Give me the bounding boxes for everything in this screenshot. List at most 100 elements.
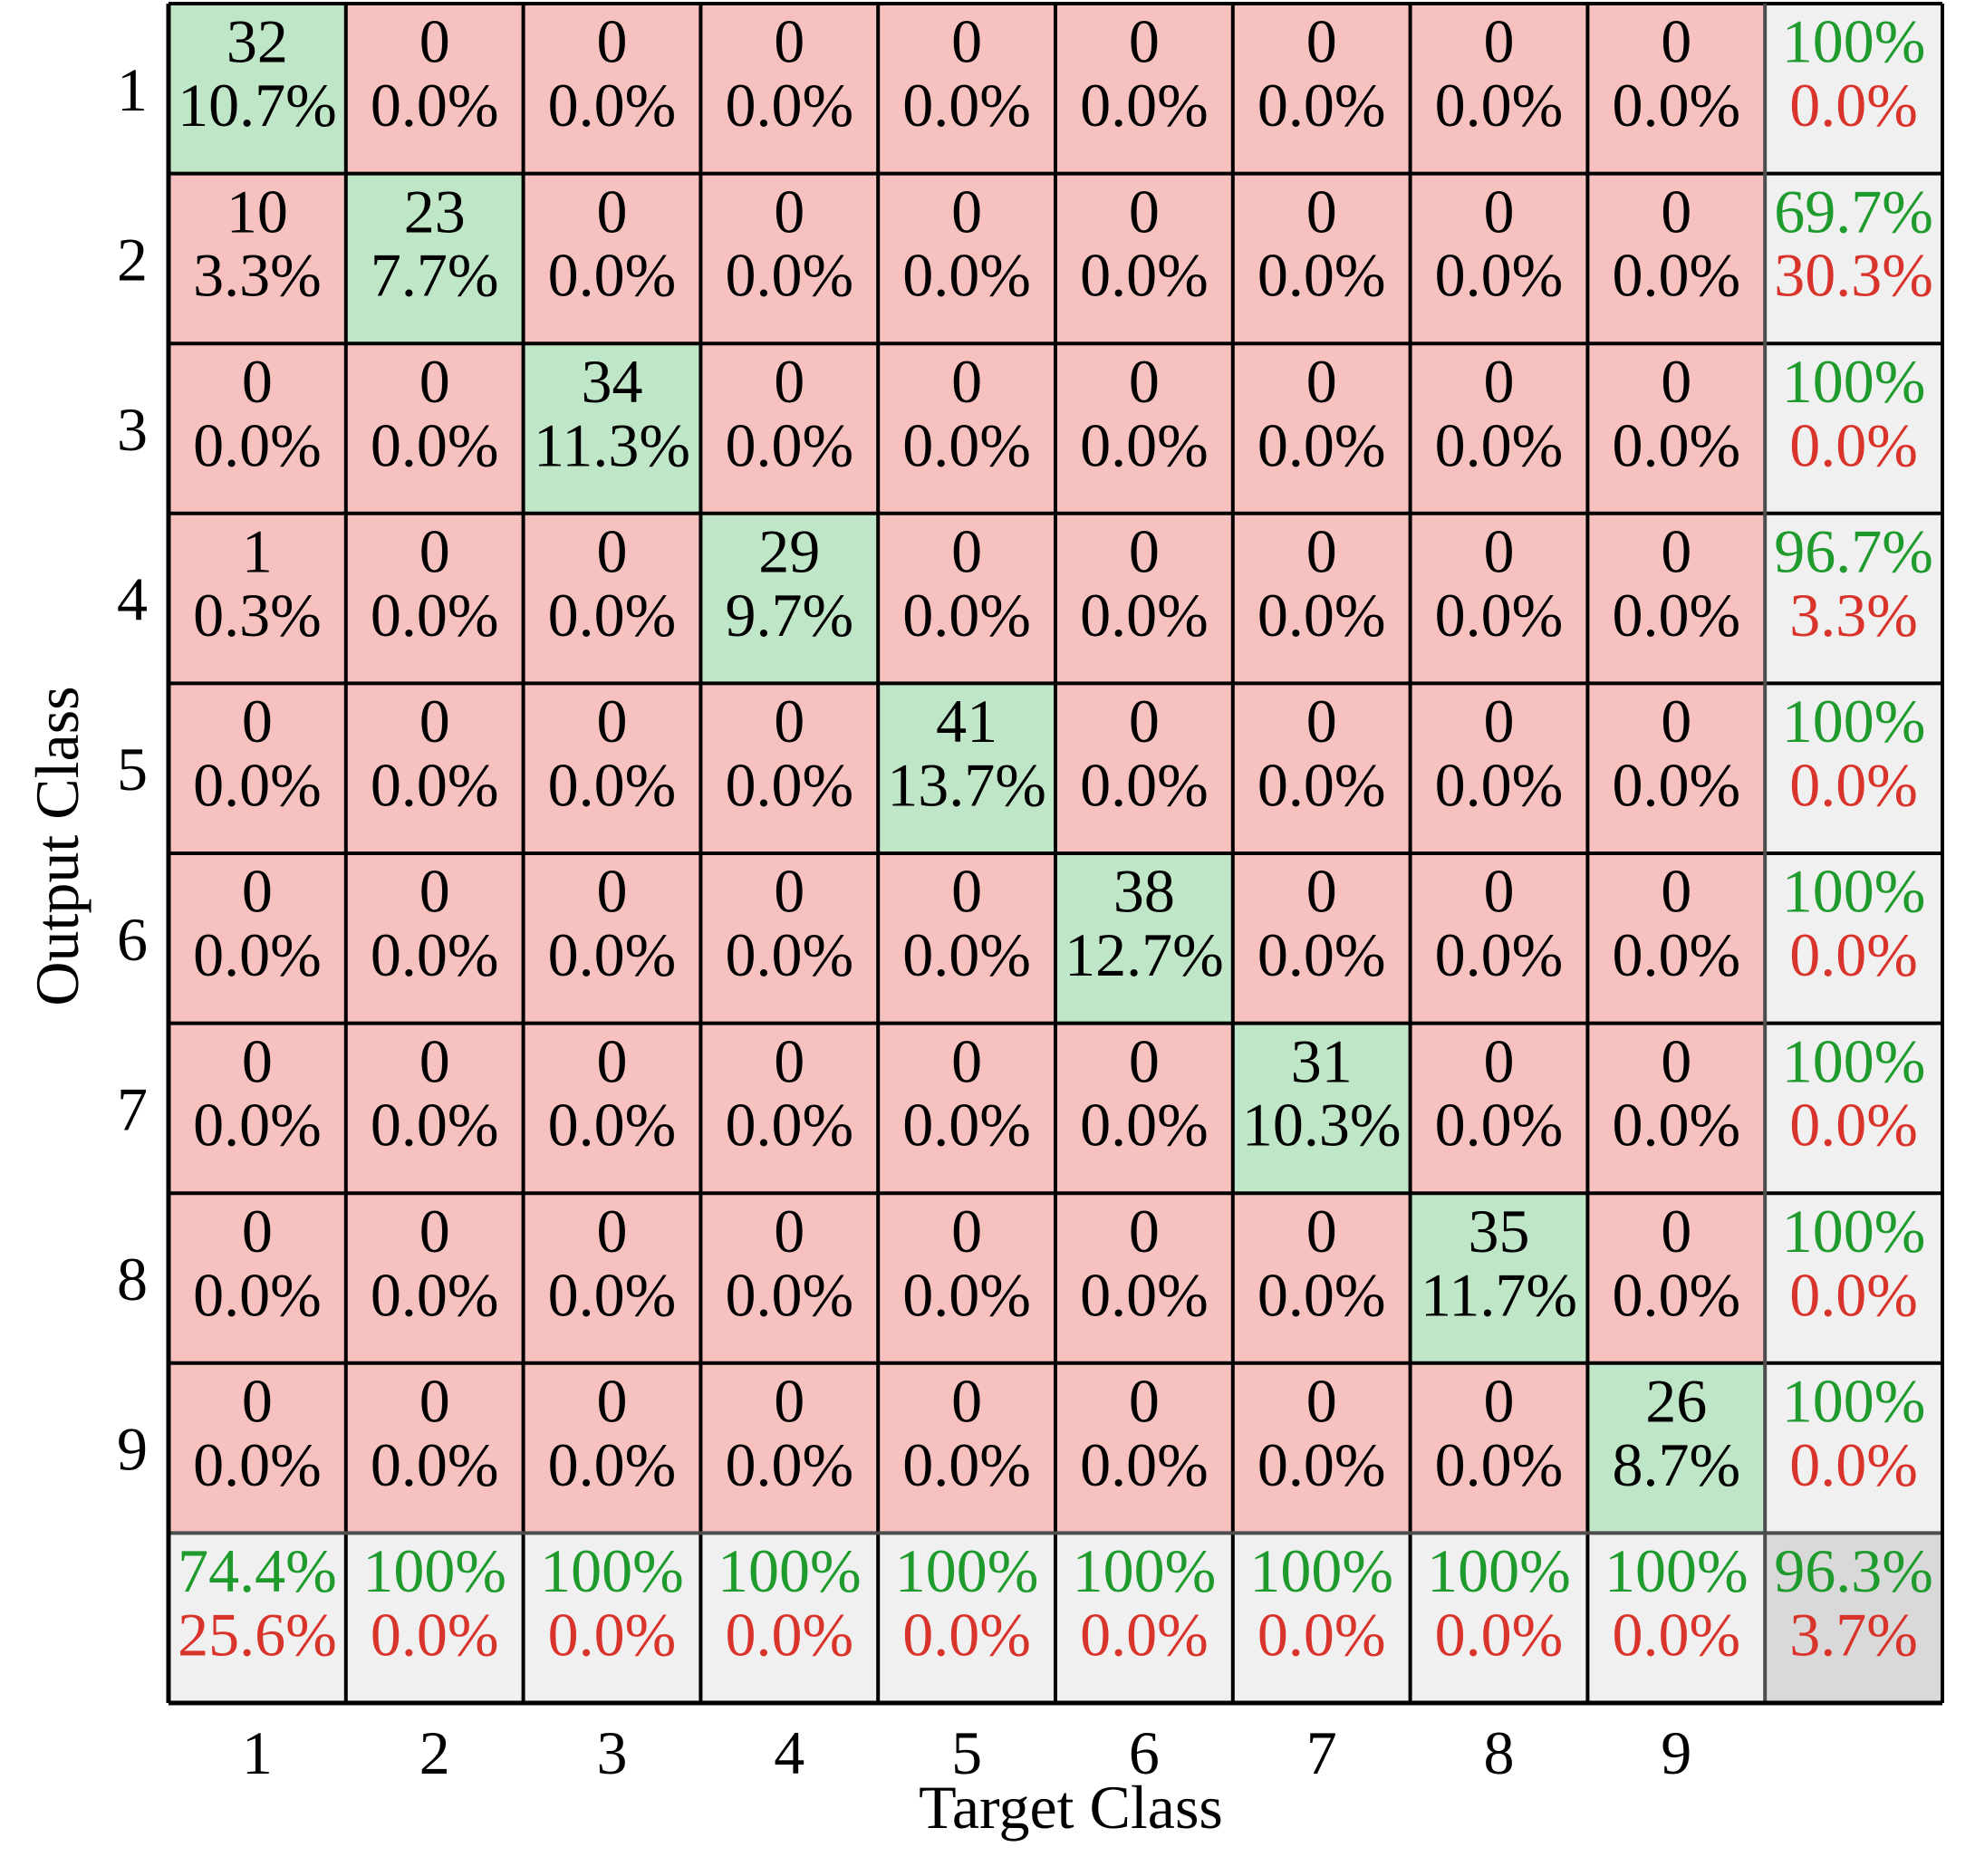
column-summary-cell xyxy=(878,1533,1055,1703)
cell-count: 0 xyxy=(774,1026,804,1095)
cell-percent: 0.0% xyxy=(1257,71,1386,139)
cell-percent: 0.0% xyxy=(371,410,499,479)
cell-percent: 13.7% xyxy=(887,750,1046,819)
matrix-cell xyxy=(1587,1023,1766,1194)
row-summary-cell xyxy=(1765,173,1942,344)
matrix-cell xyxy=(700,1023,879,1194)
column-summary-cell xyxy=(169,1533,346,1703)
matrix-cell xyxy=(345,683,524,853)
matrix-cell xyxy=(1232,1023,1411,1194)
matrix-cell xyxy=(700,853,879,1024)
y-tick-label: 6 xyxy=(117,905,148,974)
matrix-cell xyxy=(1587,1362,1766,1534)
matrix-cell xyxy=(700,343,879,514)
cell-percent: 0.0% xyxy=(1612,71,1740,139)
matrix-cell xyxy=(523,173,701,344)
cell-count: 0 xyxy=(1306,1367,1337,1436)
column-summary-incorrect: 25.6% xyxy=(178,1600,337,1669)
matrix-cell xyxy=(1410,173,1588,344)
column-summary-cell xyxy=(523,1533,701,1703)
column-summary-incorrect: 0.0% xyxy=(548,1600,677,1669)
x-tick-label: 3 xyxy=(597,1718,628,1787)
matrix-cell xyxy=(169,1193,346,1363)
cell-count: 41 xyxy=(936,687,997,755)
cell-percent: 0.0% xyxy=(548,920,677,989)
row-summary-correct: 69.7% xyxy=(1774,177,1933,245)
column-summary-incorrect: 0.0% xyxy=(902,1600,1031,1669)
matrix-cell xyxy=(1055,513,1233,684)
y-tick-label: 5 xyxy=(117,735,148,803)
cell-count: 0 xyxy=(1306,517,1337,586)
column-summary-cell xyxy=(1410,1533,1588,1703)
matrix-cell xyxy=(1587,343,1766,514)
y-tick-label: 7 xyxy=(117,1074,148,1143)
cell-count: 0 xyxy=(1129,687,1160,755)
matrix-cell xyxy=(523,343,701,514)
row-summary-cell xyxy=(1765,513,1942,684)
column-summary-correct: 100% xyxy=(1073,1536,1217,1605)
cell-percent: 0.0% xyxy=(1257,1430,1386,1499)
matrix-cell xyxy=(1055,173,1233,344)
cell-percent: 12.7% xyxy=(1065,920,1224,989)
cell-count: 0 xyxy=(597,1197,628,1265)
cell-count: 0 xyxy=(951,347,982,416)
cell-count: 35 xyxy=(1469,1197,1530,1265)
column-summary-incorrect: 0.0% xyxy=(725,1600,853,1669)
matrix-cell xyxy=(523,4,701,174)
cell-count: 0 xyxy=(1129,347,1160,416)
row-summary-incorrect: 0.0% xyxy=(1789,1091,1918,1159)
cell-percent: 0.0% xyxy=(193,1430,322,1499)
cell-count: 0 xyxy=(1129,1026,1160,1095)
cell-count: 0 xyxy=(774,347,804,416)
overall-accuracy-cell xyxy=(1765,1533,1942,1703)
cell-percent: 0.0% xyxy=(548,241,677,310)
cell-percent: 0.0% xyxy=(1080,1260,1209,1329)
cell-count: 0 xyxy=(774,177,804,245)
cell-count: 0 xyxy=(1484,1026,1515,1095)
cell-percent: 0.0% xyxy=(902,71,1031,139)
matrix-cell xyxy=(1232,513,1411,684)
cell-percent: 0.0% xyxy=(1612,750,1740,819)
matrix-cell xyxy=(169,4,346,174)
cell-count: 0 xyxy=(419,517,450,586)
cell-count: 0 xyxy=(597,1026,628,1095)
cell-percent: 0.0% xyxy=(1612,241,1740,310)
matrix-cell xyxy=(1410,853,1588,1024)
matrix-cell xyxy=(1410,1023,1588,1194)
cell-count: 0 xyxy=(242,347,273,416)
cell-percent: 0.0% xyxy=(1257,1260,1386,1329)
cell-percent: 0.0% xyxy=(1612,410,1740,479)
column-summary-correct: 100% xyxy=(1427,1536,1571,1605)
cell-percent: 0.0% xyxy=(371,1430,499,1499)
column-summary-correct: 100% xyxy=(718,1536,862,1605)
x-axis-label: Target Class xyxy=(919,1773,1223,1842)
cell-percent: 0.0% xyxy=(902,241,1031,310)
row-summary-incorrect: 0.0% xyxy=(1789,410,1918,479)
cell-count: 0 xyxy=(419,1367,450,1436)
matrix-cell xyxy=(1410,1362,1588,1534)
cell-percent: 3.3% xyxy=(193,241,322,310)
cell-percent: 9.7% xyxy=(725,581,853,649)
cell-count: 0 xyxy=(1484,177,1515,245)
cell-count: 0 xyxy=(951,7,982,76)
y-tick-label: 9 xyxy=(117,1415,148,1484)
cell-percent: 0.0% xyxy=(371,1091,499,1159)
matrix-cell xyxy=(1232,853,1411,1024)
matrix-cell xyxy=(1232,4,1411,174)
cell-percent: 0.0% xyxy=(371,920,499,989)
cell-count: 34 xyxy=(582,347,643,416)
x-tick-label: 6 xyxy=(1129,1718,1160,1787)
cell-count: 0 xyxy=(1661,687,1691,755)
cell-percent: 0.0% xyxy=(548,1430,677,1499)
column-summary-correct: 100% xyxy=(1249,1536,1393,1605)
matrix-cell xyxy=(1587,1193,1766,1363)
column-summary-cell xyxy=(1055,1533,1233,1703)
y-tick-label: 3 xyxy=(117,395,148,464)
row-summary-cell xyxy=(1765,4,1942,174)
column-summary-correct: 100% xyxy=(895,1536,1039,1605)
cell-percent: 0.0% xyxy=(725,1260,853,1329)
cell-count: 0 xyxy=(242,1026,273,1095)
column-summary-correct: 100% xyxy=(362,1536,506,1605)
cell-percent: 0.0% xyxy=(193,1260,322,1329)
cell-count: 0 xyxy=(1484,347,1515,416)
